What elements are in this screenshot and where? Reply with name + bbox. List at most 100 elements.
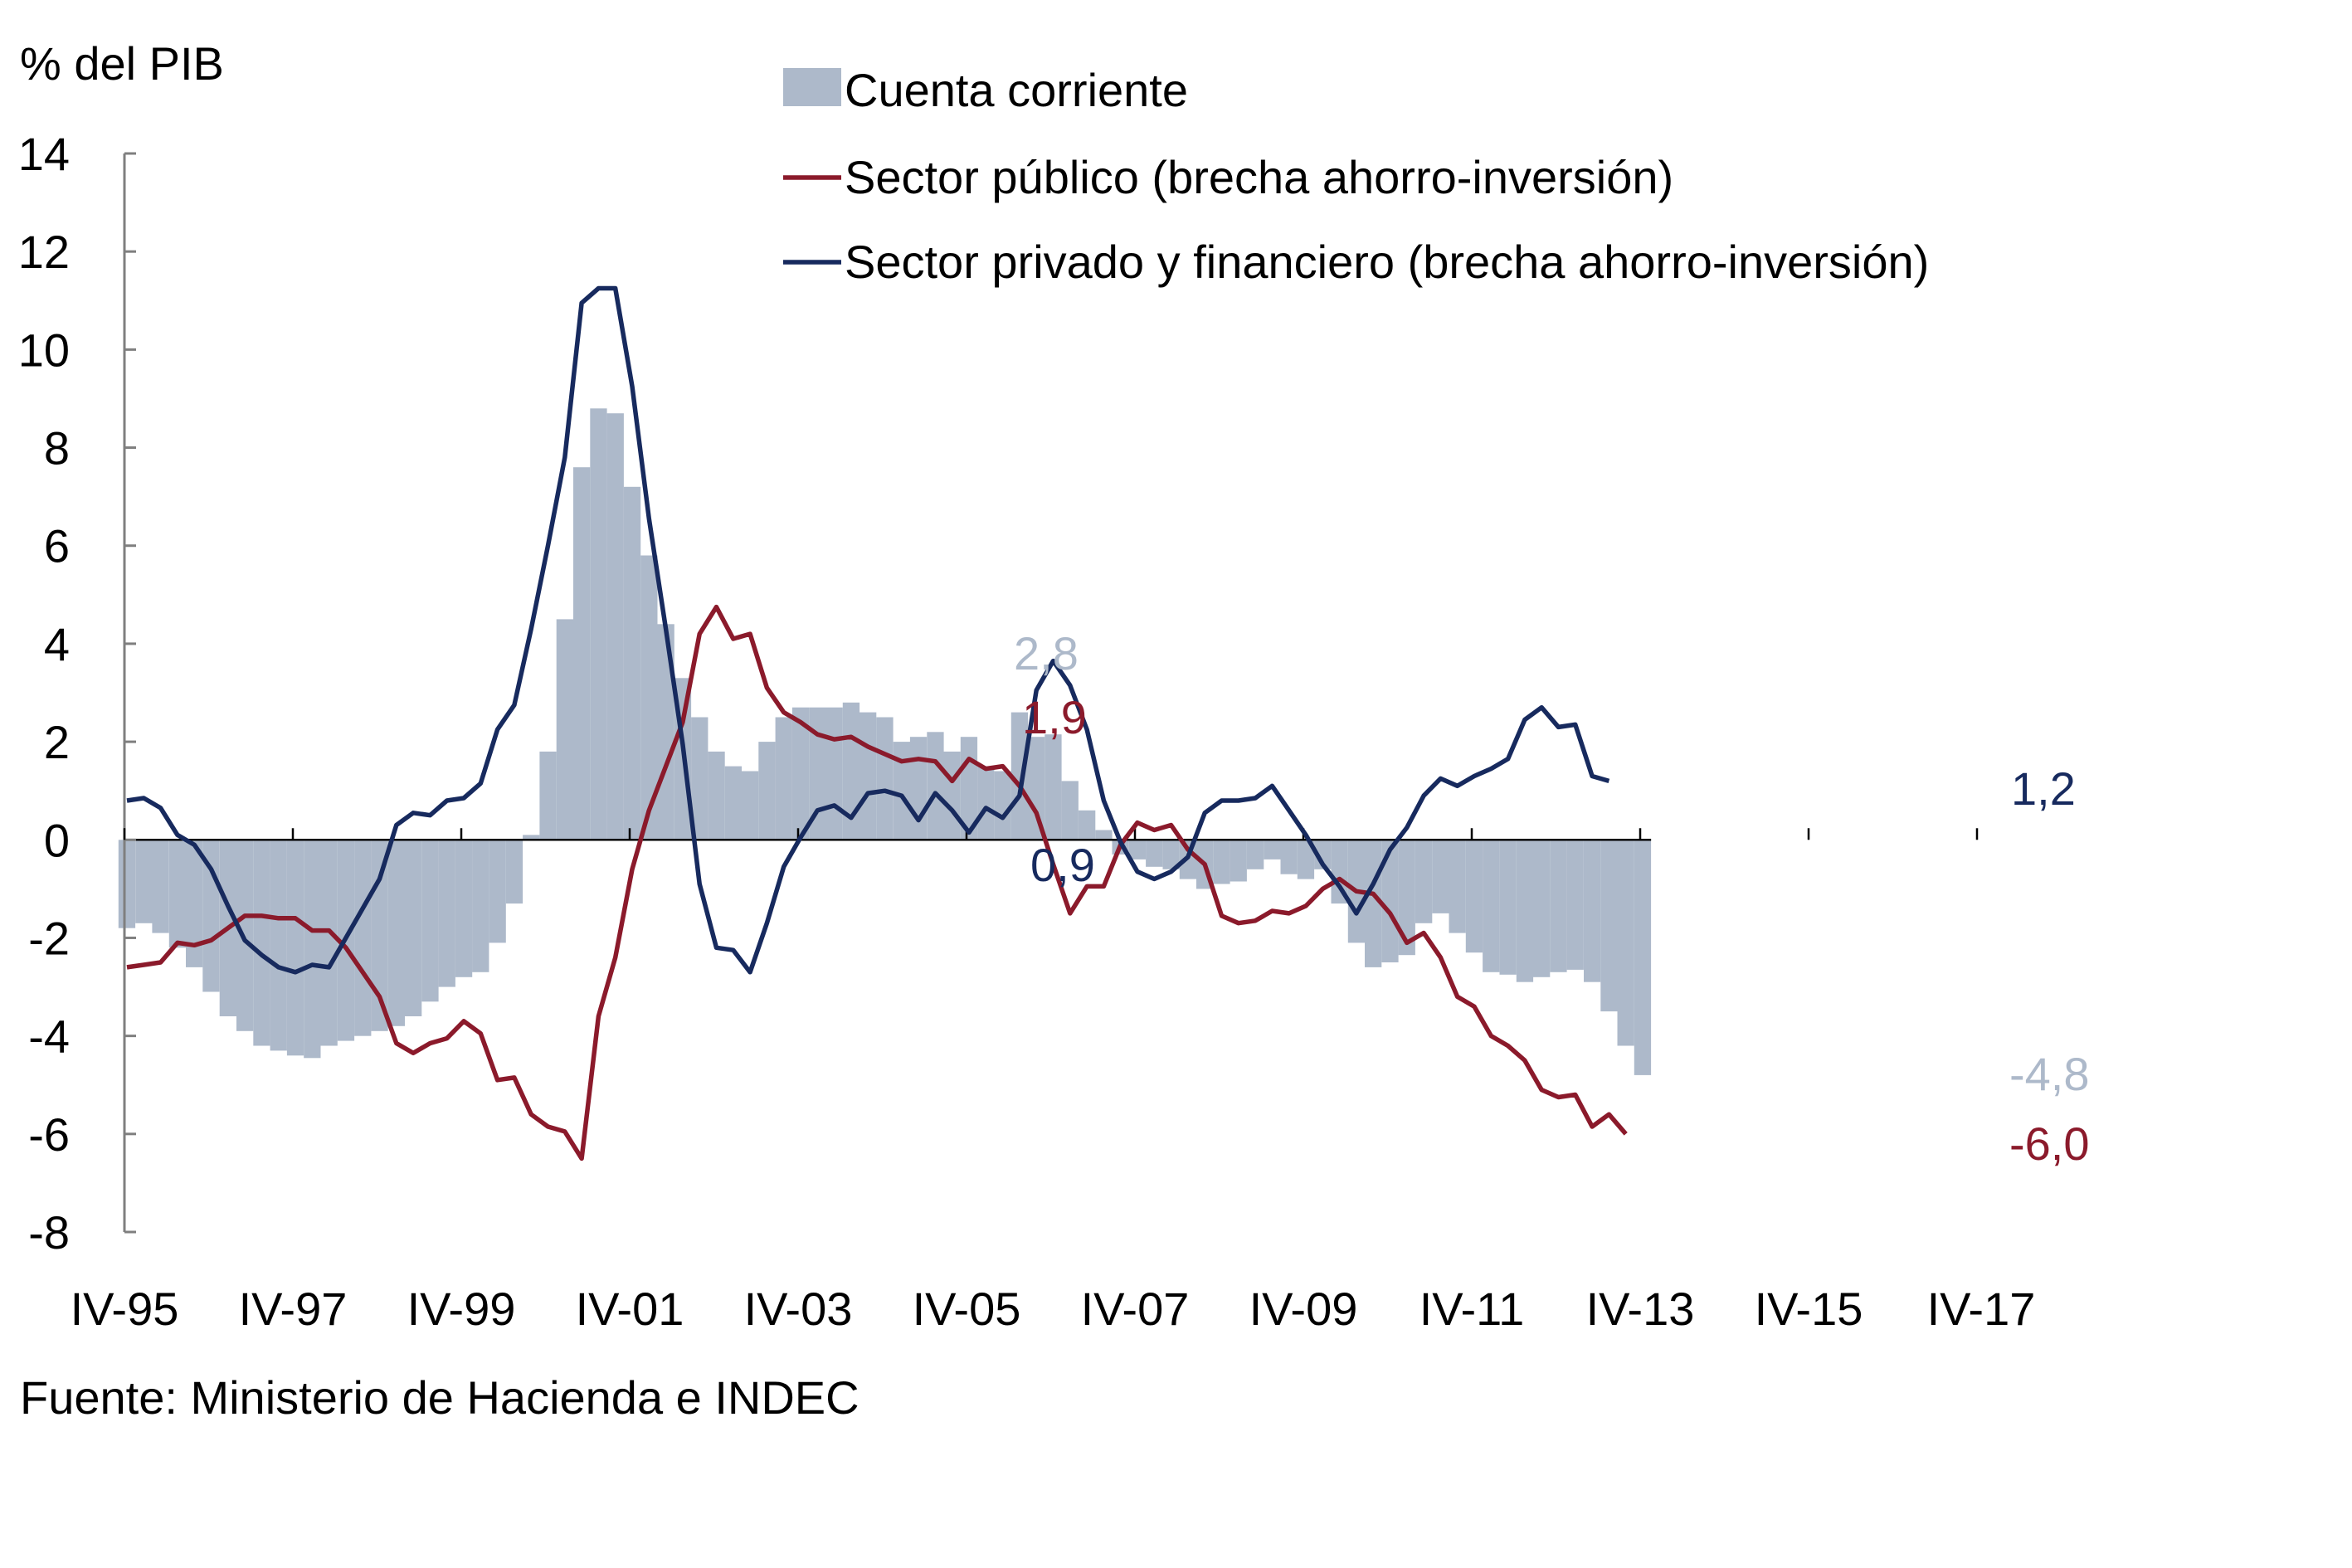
bar-current-account [1550, 840, 1567, 972]
x-tick-label: IV-07 [1081, 1283, 1190, 1335]
y-tick-label: 14 [18, 128, 70, 180]
bar-current-account [791, 707, 810, 840]
y-tick-label: -2 [28, 912, 70, 964]
bar-current-account [640, 555, 658, 840]
bar-current-account [168, 840, 187, 948]
bar-current-account [1634, 840, 1652, 1075]
bar-current-account [152, 840, 169, 933]
bar-current-account [708, 751, 725, 840]
bar-current-account [1247, 840, 1264, 869]
bar-current-account [320, 840, 338, 1046]
legend-label-current-account: Cuenta corriente [845, 64, 1188, 116]
annotations: 2,8 1,9 0,9 1,2 -4,8 -6,0 [1014, 627, 2090, 1170]
data-label: 1,2 [2011, 762, 2076, 815]
x-tick-label: IV-11 [1419, 1283, 1525, 1335]
bar-current-account [1516, 840, 1534, 982]
bar-current-account [724, 766, 742, 840]
x-tick-label: IV-03 [744, 1283, 853, 1335]
bar-current-account [270, 840, 287, 1051]
legend-label-public-sector: Sector público (brecha ahorro-inversión) [845, 151, 1673, 203]
bar-current-account [304, 840, 321, 1059]
data-label: -6,0 [2009, 1118, 2090, 1170]
legend-label-private-sector: Sector privado y financiero (brecha ahor… [845, 236, 1929, 288]
y-tick-label: 12 [18, 226, 70, 278]
bar-current-account [691, 717, 709, 840]
x-tick-label: IV-01 [576, 1283, 684, 1335]
x-tick-label: IV-15 [1755, 1283, 1863, 1335]
bar-current-account [573, 467, 591, 840]
bar-current-account [927, 732, 944, 840]
bar-current-account [1566, 840, 1584, 970]
bar-current-account [994, 771, 1011, 840]
bar-current-account [1213, 840, 1230, 884]
bar-current-account [623, 486, 641, 840]
bar-current-account [472, 840, 489, 972]
bar-current-account [1280, 840, 1298, 874]
x-tick-label: IV-09 [1249, 1283, 1358, 1335]
bar-current-account [893, 742, 910, 840]
bar-current-account [455, 840, 473, 977]
bar-current-account [1499, 840, 1517, 975]
bar-current-account [1533, 840, 1551, 977]
bar-current-account [1415, 840, 1433, 923]
bar-current-account [1128, 840, 1147, 859]
bar-current-account [135, 840, 153, 923]
bar-current-account [1264, 840, 1281, 859]
bar-current-account [742, 771, 759, 840]
bar-current-account [1449, 840, 1466, 933]
y-tick-label: 10 [18, 324, 70, 376]
bar-current-account [1079, 810, 1096, 840]
y-tick-label: 8 [44, 422, 70, 475]
tick-labels: 14 12 10 8 6 4 2 0 -2 -4 -6 -8IV-95 IV-97 IV-99 IV-01 I… [18, 37, 2036, 1335]
bar-current-account [1465, 840, 1483, 953]
y-tick-label: 2 [44, 716, 70, 768]
bar-current-account [253, 840, 270, 1046]
bar-current-account [1230, 840, 1247, 882]
source-note: Fuente: Ministerio de Hacienda e INDEC [20, 1371, 859, 1424]
x-tick-label: IV-99 [407, 1283, 516, 1335]
bar-current-account [606, 413, 624, 840]
current-account-bars [118, 408, 1652, 1075]
bar-current-account [1381, 840, 1399, 962]
bar-current-account [523, 835, 540, 840]
y-tick-label: 6 [44, 520, 70, 572]
bar-current-account [1028, 737, 1045, 840]
bar-current-account [505, 840, 523, 904]
x-tick-label: IV-05 [913, 1283, 1021, 1335]
bar-current-account [438, 840, 455, 987]
bar-current-account [1617, 840, 1634, 1046]
series-lines [126, 285, 1628, 1161]
data-label: -4,8 [2009, 1048, 2090, 1100]
legend: Cuenta corriente Sector público (brecha a… [783, 64, 1929, 288]
bar-current-account [859, 712, 877, 840]
bar-current-account [1297, 840, 1315, 879]
line-public-sector [126, 604, 1628, 1161]
line-private-sector [126, 285, 1610, 975]
bar-current-account [539, 751, 557, 840]
bar-current-account [1061, 781, 1079, 840]
data-label: 0,9 [1030, 839, 1095, 891]
x-tick-label: IV-95 [71, 1283, 179, 1335]
data-label: 1,9 [1022, 691, 1087, 743]
bar-current-account [186, 840, 203, 967]
y-tick-label: -6 [28, 1108, 70, 1161]
bar-current-account [489, 840, 506, 943]
bar-current-account [1095, 830, 1113, 840]
bar-current-account [421, 840, 439, 1002]
bar-current-account [909, 737, 928, 840]
bar-current-account [876, 717, 894, 840]
bar-current-account [825, 707, 843, 840]
bar-current-account [809, 707, 826, 840]
bar-current-account [590, 408, 607, 840]
y-tick-label: 4 [44, 618, 70, 670]
bar-current-account [354, 840, 372, 1036]
bar-current-account [1045, 734, 1062, 840]
bar-current-account [758, 742, 776, 840]
bar-current-account [1483, 840, 1500, 972]
bar-current-account [556, 619, 573, 840]
bar-current-account [1010, 712, 1029, 840]
bar-current-account [1398, 840, 1415, 956]
bar-current-account [1331, 840, 1348, 904]
legend-swatch-current-account [783, 68, 841, 106]
